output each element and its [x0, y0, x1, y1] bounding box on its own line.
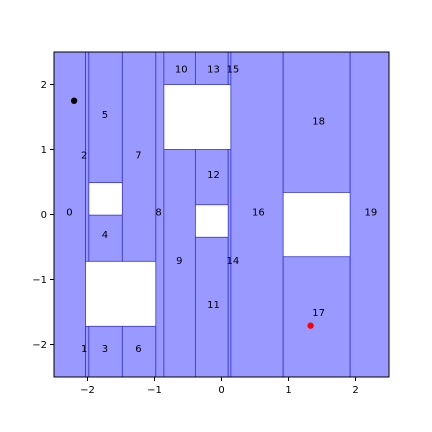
cell-label-0: 0: [66, 207, 72, 218]
cell-13: [194, 51, 229, 85]
cell-6: [121, 325, 157, 378]
cell-9: [163, 149, 196, 378]
cell-label-9: 9: [176, 256, 182, 267]
cell-label-5: 5: [102, 110, 108, 121]
cell-label-3: 3: [102, 344, 108, 355]
cell-label-12: 12: [207, 170, 220, 181]
cell-label-7: 7: [135, 151, 141, 162]
x-tick-label: 2: [352, 385, 358, 396]
y-tick-label: 2: [41, 80, 47, 91]
cell-19: [349, 51, 390, 378]
cell-label-4: 4: [102, 230, 108, 241]
points-layer: [70, 97, 314, 329]
y-tick-label: 0: [41, 210, 47, 221]
cell-label-14: 14: [227, 256, 240, 267]
x-axis: −2 −1 0 1 2: [80, 377, 359, 396]
cell-7: [121, 51, 157, 262]
cell-label-13: 13: [207, 64, 220, 75]
cells-layer: [53, 51, 390, 378]
cell-label-15: 15: [227, 64, 240, 75]
cell-label-11: 11: [207, 300, 220, 311]
x-tick-label: 1: [285, 385, 291, 396]
x-tick-label: 0: [218, 385, 224, 396]
cell-label-17: 17: [312, 308, 325, 319]
cell-17: [282, 256, 351, 378]
cell-16: [230, 51, 284, 378]
y-tick-label: −1: [32, 275, 47, 286]
cell-label-16: 16: [252, 207, 265, 218]
start-point: [70, 97, 78, 104]
x-tick-label: −1: [147, 385, 162, 396]
cell-label-6: 6: [135, 344, 141, 355]
cell-label-2: 2: [81, 151, 87, 162]
cell-label-1: 1: [81, 344, 87, 355]
y-tick-label: −2: [32, 340, 47, 351]
cell-label-10: 10: [175, 64, 188, 75]
cell-label-8: 8: [155, 207, 161, 218]
cell-4: [88, 214, 123, 262]
y-axis: −2 −1 0 1 2: [32, 80, 54, 351]
cell-3: [88, 325, 123, 378]
cell-label-18: 18: [312, 116, 325, 127]
y-tick-label: 1: [41, 145, 47, 156]
cell-10: [163, 51, 196, 85]
goal-point: [307, 322, 314, 329]
cell-label-19: 19: [365, 207, 378, 218]
cell-18: [282, 51, 351, 193]
cell-0: [53, 51, 86, 378]
x-tick-label: −2: [80, 385, 95, 396]
